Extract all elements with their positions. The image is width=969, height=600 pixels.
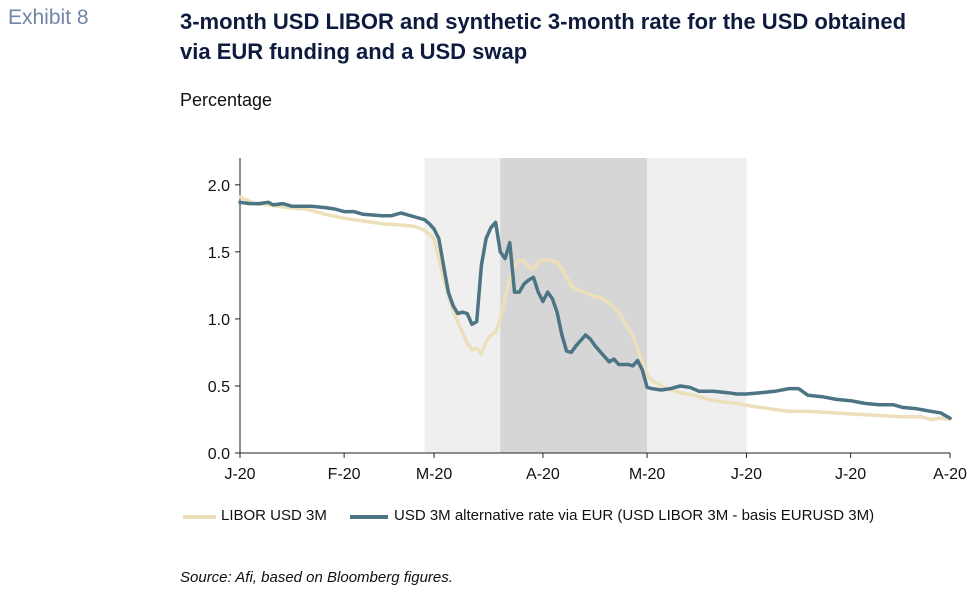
x-tick-label-3: A-20 — [526, 466, 560, 483]
exhibit-label: Exhibit 8 — [8, 6, 89, 29]
y-tick-label-1: 0.5 — [208, 379, 230, 396]
series-line-libor — [238, 195, 952, 422]
y-tick-label-3: 1.5 — [208, 245, 230, 262]
x-tick-label-7: A-20 — [933, 466, 967, 483]
x-tick-label-2: M-20 — [416, 466, 453, 483]
y-tick-label-0: 0.0 — [208, 446, 230, 463]
legend-label-alternative: USD 3M alternative rate via EUR (USD LIB… — [394, 507, 875, 524]
y-tick-label-4: 2.0 — [208, 178, 230, 195]
legend-label-libor: LIBOR USD 3M — [221, 507, 327, 524]
x-tick-label-0: J-20 — [224, 466, 255, 483]
x-tick-label-6: J-20 — [835, 466, 866, 483]
shaded-region-1 — [500, 158, 648, 453]
x-tick-label-5: J-20 — [731, 466, 762, 483]
chart-title: 3-month USD LIBOR and synthetic 3-month … — [180, 9, 907, 64]
chart-subtitle: Percentage — [180, 90, 273, 110]
x-tick-label-1: F-20 — [328, 466, 361, 483]
source-note: Source: Afi, based on Bloomberg figures. — [180, 569, 453, 586]
y-tick-label-2: 1.0 — [208, 312, 230, 329]
x-tick-label-4: M-20 — [629, 466, 666, 483]
series-line-alternative — [238, 200, 952, 420]
